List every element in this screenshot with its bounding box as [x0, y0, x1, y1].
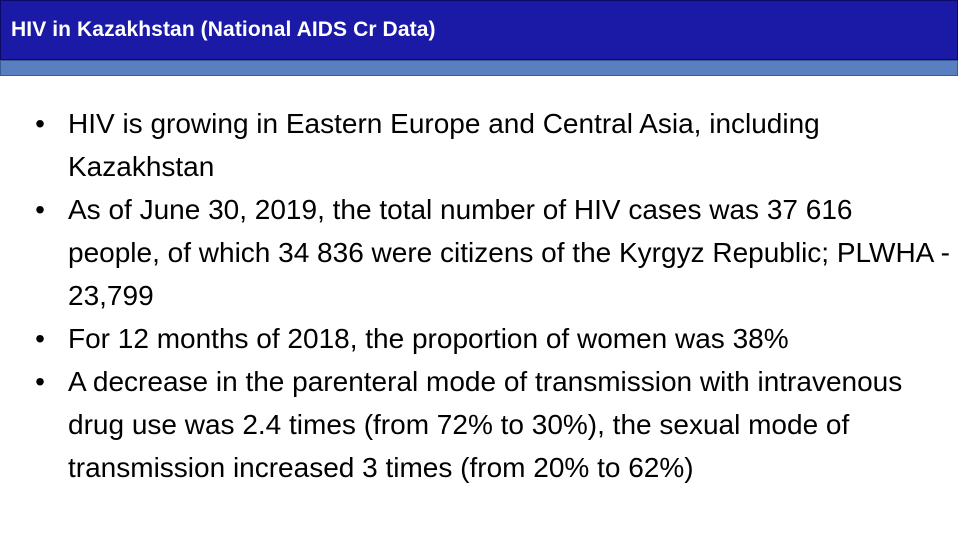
bullet-text: For 12 months of 2018, the proportion of…	[68, 323, 789, 354]
bullet-text: As of June 30, 2019, the total number of…	[68, 194, 950, 311]
slide-title: HIV in Kazakhstan (National AIDS Cr Data…	[11, 18, 436, 41]
title-underline-bar	[0, 60, 958, 76]
bullet-dot-icon: •	[35, 108, 45, 139]
bullet-item: • For 12 months of 2018, the proportion …	[30, 317, 950, 360]
bullet-text: A decrease in the parenteral mode of tra…	[68, 366, 903, 483]
bullet-dot-icon: •	[35, 194, 45, 225]
bullet-text: HIV is growing in Eastern Europe and Cen…	[68, 108, 820, 182]
bullet-item: • HIV is growing in Eastern Europe and C…	[30, 102, 950, 188]
bullet-list: • HIV is growing in Eastern Europe and C…	[30, 102, 950, 489]
bullet-item: • As of June 30, 2019, the total number …	[30, 188, 950, 317]
bullet-dot-icon: •	[35, 366, 45, 397]
bullet-dot-icon: •	[35, 323, 45, 354]
bullet-item: • A decrease in the parenteral mode of t…	[30, 360, 950, 489]
title-bar: HIV in Kazakhstan (National AIDS Cr Data…	[0, 0, 958, 60]
